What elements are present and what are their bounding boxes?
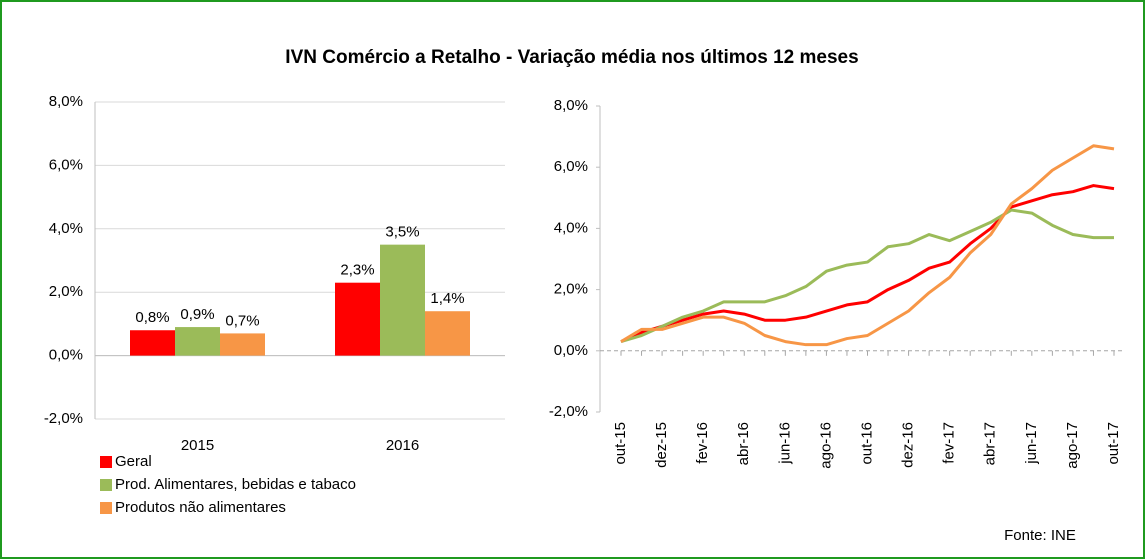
x-tick-label: jun-17 <box>1023 422 1040 465</box>
chart-title: IVN Comércio a Retalho - Variação média … <box>285 47 858 68</box>
data-label: 0,8% <box>135 309 169 326</box>
y-tick-label: 8,0% <box>554 97 588 114</box>
y-tick-label: 2,0% <box>554 281 588 298</box>
y-tick-label: 6,0% <box>554 158 588 175</box>
data-label: 2,3% <box>340 262 374 279</box>
y-tick-label: 4,0% <box>554 219 588 236</box>
x-tick-label: out-17 <box>1105 422 1122 465</box>
x-tick-label: fev-16 <box>694 422 711 464</box>
data-label: 0,7% <box>225 312 259 329</box>
y-tick-label: -2,0% <box>44 410 83 427</box>
y-tick-label: 0,0% <box>49 347 83 364</box>
data-label: 3,5% <box>385 224 419 241</box>
x-tick-label: ago-16 <box>817 422 834 469</box>
legend-swatch <box>100 479 112 491</box>
y-tick-label: 4,0% <box>49 220 83 237</box>
x-tick-label: out-15 <box>612 422 629 465</box>
legend-label: Produtos não alimentares <box>115 499 286 516</box>
bar <box>130 330 175 356</box>
bar <box>220 333 265 356</box>
bar <box>175 327 220 356</box>
legend-label: Geral <box>115 453 152 470</box>
x-tick-label: dez-16 <box>900 422 917 468</box>
y-tick-label: 6,0% <box>49 156 83 173</box>
legend-swatch <box>100 502 112 514</box>
y-tick-label: -2,0% <box>549 403 588 420</box>
data-label: 1,4% <box>430 290 464 307</box>
y-tick-label: 2,0% <box>49 283 83 300</box>
x-tick-label: out-16 <box>858 422 875 465</box>
bar <box>380 244 425 356</box>
y-tick-label: 0,0% <box>554 342 588 359</box>
bar <box>335 282 380 356</box>
source: Fonte: INE <box>1004 527 1076 544</box>
legend-label: Prod. Alimentares, bebidas e tabaco <box>115 476 356 493</box>
line <box>620 184 1115 343</box>
y-tick-label: 8,0% <box>49 93 83 110</box>
x-tick-label: fev-17 <box>941 422 958 464</box>
data-label: 0,9% <box>180 306 214 323</box>
x-tick-label: abr-16 <box>735 422 752 465</box>
x-tick-label: dez-15 <box>653 422 670 468</box>
x-tick-label: jun-16 <box>776 422 793 465</box>
bar <box>425 311 470 356</box>
legend-swatch <box>100 456 112 468</box>
x-tick-label: abr-17 <box>982 422 999 465</box>
x-tick-label: 2015 <box>181 437 214 454</box>
x-tick-label: ago-17 <box>1064 422 1081 469</box>
x-tick-label: 2016 <box>386 437 419 454</box>
line <box>620 208 1114 344</box>
line <box>620 144 1115 347</box>
